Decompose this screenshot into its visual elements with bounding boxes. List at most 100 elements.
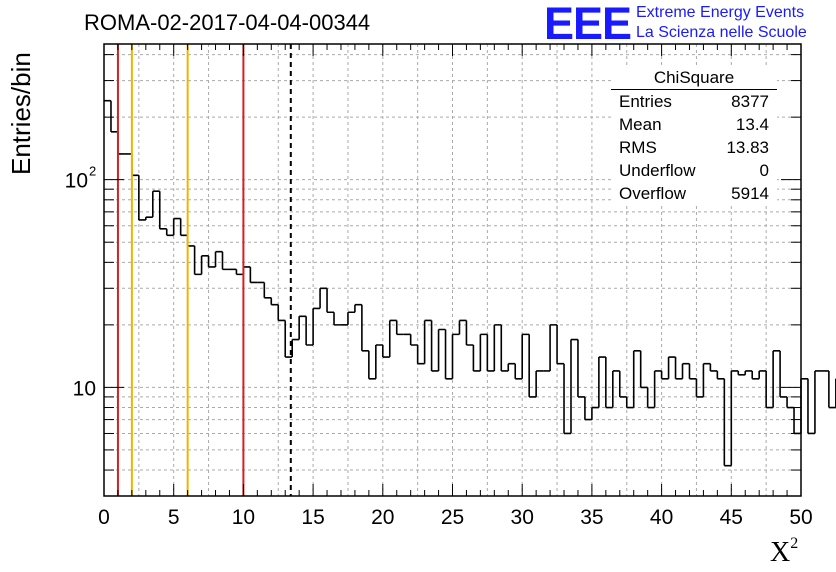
histogram-bin bbox=[416, 344, 425, 365]
histogram-bin bbox=[737, 370, 746, 376]
x-axis-label: X2 bbox=[770, 535, 799, 569]
histogram-bin bbox=[368, 350, 376, 380]
histogram-bars bbox=[104, 99, 836, 467]
logo-line-2: La Scienza nelle Scuole bbox=[636, 24, 807, 41]
histogram-bin bbox=[716, 370, 725, 380]
x-axis-label-sup: 2 bbox=[790, 535, 799, 552]
histogram-bin bbox=[472, 344, 481, 372]
histogram-bin bbox=[702, 362, 711, 397]
histogram-bin bbox=[284, 320, 293, 358]
y-tick-label-sup: 2 bbox=[89, 164, 96, 179]
histogram-bin bbox=[493, 324, 502, 371]
histogram-bin bbox=[598, 356, 606, 408]
x-tick-label: 5 bbox=[168, 506, 180, 529]
histogram-bin bbox=[382, 344, 390, 358]
x-tick-label: 50 bbox=[789, 506, 812, 529]
histogram-bin bbox=[653, 370, 662, 408]
histogram-bin bbox=[577, 339, 585, 398]
histogram-bin bbox=[730, 370, 739, 466]
histogram-bin bbox=[200, 255, 209, 275]
histogram-bin bbox=[570, 338, 578, 434]
histogram-bin bbox=[165, 228, 174, 237]
axis-ticks bbox=[103, 44, 802, 496]
histogram-bin bbox=[291, 338, 300, 358]
histogram-bin bbox=[444, 329, 453, 380]
histogram-bin bbox=[521, 333, 530, 379]
chart-title: ROMA-02-2017-04-04-00344 bbox=[84, 10, 371, 35]
histogram-bin bbox=[507, 362, 516, 371]
x-axis-label-text: X bbox=[770, 537, 791, 568]
histogram-bin bbox=[131, 153, 139, 177]
histogram-bin bbox=[263, 282, 272, 299]
histogram-bin bbox=[326, 288, 335, 314]
histogram-bin bbox=[117, 131, 125, 155]
stats-row-underflow: Underflow 0 bbox=[611, 159, 777, 182]
histogram-bin bbox=[179, 218, 188, 237]
histogram-bin bbox=[319, 287, 328, 309]
histogram-bin bbox=[347, 311, 355, 325]
histogram-bin bbox=[333, 312, 341, 326]
histogram-bin bbox=[479, 333, 488, 371]
histogram-bin bbox=[688, 363, 697, 380]
histogram-bin bbox=[584, 396, 592, 421]
histogram-bin bbox=[451, 333, 460, 379]
histogram-bin bbox=[221, 251, 230, 271]
stats-title: ChiSquare bbox=[611, 66, 777, 90]
x-tick-label: 40 bbox=[650, 506, 673, 529]
histogram-bin bbox=[660, 370, 669, 380]
histogram-bin bbox=[151, 190, 160, 218]
histogram-bin bbox=[305, 316, 314, 346]
histogram-bin bbox=[800, 377, 808, 434]
stats-label: Mean bbox=[619, 115, 662, 134]
histogram-bin bbox=[361, 304, 369, 352]
marker-lines bbox=[116, 44, 292, 496]
stats-row-overflow: Overflow 5914 bbox=[611, 182, 777, 205]
histogram-bin bbox=[667, 356, 676, 379]
histogram-bin bbox=[681, 362, 690, 379]
histogram-bin bbox=[486, 334, 495, 372]
histogram-bin bbox=[298, 315, 307, 340]
x-tick-label: 30 bbox=[511, 506, 534, 529]
stats-value: 0 bbox=[759, 161, 769, 180]
stats-box: ChiSquare Entries 8377 Mean 13.4 RMS 13.… bbox=[611, 66, 777, 206]
histogram-bin bbox=[235, 269, 244, 276]
histogram-bin bbox=[500, 324, 509, 372]
logo-line-1: Extreme Energy Events bbox=[636, 4, 805, 21]
x-tick-label: 20 bbox=[371, 506, 394, 529]
histogram-bin bbox=[207, 255, 216, 268]
histogram-bin bbox=[563, 363, 571, 435]
stats-label: Entries bbox=[619, 92, 672, 111]
histogram-bin bbox=[388, 319, 397, 358]
histogram-bin bbox=[214, 250, 223, 267]
histogram-bin bbox=[354, 303, 362, 313]
histogram-bin bbox=[758, 370, 767, 379]
histogram-bin bbox=[312, 307, 321, 345]
histogram-bin bbox=[674, 357, 683, 380]
x-tick-label: 25 bbox=[441, 506, 464, 529]
stats-row-rms: RMS 13.83 bbox=[611, 136, 777, 159]
histogram-bin bbox=[437, 328, 446, 371]
histogram-bin bbox=[242, 266, 251, 275]
histogram-bin bbox=[556, 324, 565, 365]
x-tick-label: 10 bbox=[232, 506, 255, 529]
eee-logo: EEE bbox=[544, 0, 632, 49]
x-tick-label: 0 bbox=[98, 506, 110, 529]
histogram-bin bbox=[646, 387, 655, 409]
histogram-bin bbox=[158, 191, 167, 230]
histogram-bin bbox=[423, 319, 432, 364]
stats-value: 5914 bbox=[731, 184, 769, 203]
histogram-bin bbox=[807, 378, 815, 435]
histogram-bin bbox=[618, 370, 627, 398]
histogram-bin bbox=[751, 370, 760, 380]
histogram-bin bbox=[528, 334, 537, 398]
histogram-bin bbox=[605, 357, 613, 409]
histogram-bin bbox=[458, 319, 467, 335]
histogram-bin bbox=[409, 334, 418, 346]
histogram-bin bbox=[632, 350, 641, 408]
y-tick-label: 10 bbox=[65, 170, 88, 193]
histogram-bin bbox=[793, 407, 801, 435]
stats-value: 13.83 bbox=[726, 138, 769, 157]
histogram-bin bbox=[249, 266, 258, 284]
